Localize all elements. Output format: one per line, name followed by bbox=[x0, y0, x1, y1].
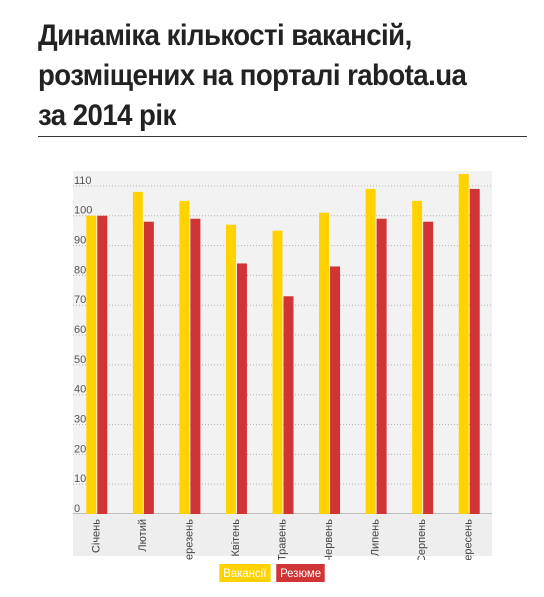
bar-resumes bbox=[283, 296, 294, 514]
y-tick-label: 70 bbox=[74, 294, 86, 306]
bar-vacancies bbox=[179, 200, 190, 514]
bar-vacancies bbox=[365, 188, 376, 515]
y-tick-label: 80 bbox=[74, 264, 86, 276]
bar-resumes bbox=[469, 188, 480, 515]
x-tick-label: Липень bbox=[370, 519, 382, 557]
y-tick-label: 20 bbox=[74, 443, 86, 455]
x-tick-label: Лютий bbox=[137, 519, 149, 552]
bar-vacancies bbox=[86, 215, 97, 514]
bar-vacancies bbox=[458, 173, 469, 514]
legend: Вакансії Резюме bbox=[0, 564, 544, 582]
y-tick-label: 90 bbox=[74, 235, 86, 247]
bar-resumes bbox=[376, 218, 387, 514]
x-label-band bbox=[73, 514, 492, 556]
y-tick-label: 60 bbox=[74, 324, 86, 336]
bar-resumes bbox=[97, 215, 108, 514]
x-tick-label: Вересень bbox=[463, 519, 475, 560]
bar-vacancies bbox=[412, 200, 423, 514]
x-tick-label: Квітень bbox=[230, 519, 242, 557]
y-tick-label: 10 bbox=[74, 473, 86, 485]
y-tick-label: 110 bbox=[74, 175, 92, 187]
x-tick-label: Березень bbox=[183, 519, 195, 560]
x-tick-label: Травень bbox=[277, 519, 289, 560]
legend-item-resumes: Резюме bbox=[276, 564, 326, 582]
y-tick-label: 30 bbox=[74, 414, 86, 426]
bar-vacancies bbox=[132, 191, 143, 514]
y-tick-label: 100 bbox=[74, 205, 92, 217]
bar-chart: 0 10 20 30 40 50 60 70 80 90 100 110 Січень Лютий Бере… bbox=[73, 171, 492, 560]
bar-vacancies bbox=[225, 224, 236, 514]
y-tick-label: 50 bbox=[74, 354, 86, 366]
y-tick-label: 40 bbox=[74, 384, 86, 396]
bar-resumes bbox=[236, 263, 247, 514]
x-tick-label: Серпень bbox=[416, 519, 428, 560]
bar-vacancies bbox=[272, 230, 283, 515]
chart-title: Динаміка кількості вакансій, розміщених … bbox=[38, 19, 467, 132]
title-divider bbox=[38, 136, 527, 137]
legend-item-vacancies: Вакансії bbox=[218, 564, 270, 582]
bar-resumes bbox=[330, 266, 341, 514]
bar-resumes bbox=[143, 221, 154, 514]
bar-resumes bbox=[423, 221, 434, 514]
plot-area: 0 10 20 30 40 50 60 70 80 90 100 110 Січень Лютий Бере… bbox=[73, 171, 492, 560]
bar-vacancies bbox=[319, 212, 330, 514]
x-tick-label: Січень bbox=[90, 519, 102, 553]
y-tick-label: 0 bbox=[74, 503, 80, 515]
x-tick-label: Червень bbox=[323, 519, 335, 560]
bar-resumes bbox=[190, 218, 201, 514]
